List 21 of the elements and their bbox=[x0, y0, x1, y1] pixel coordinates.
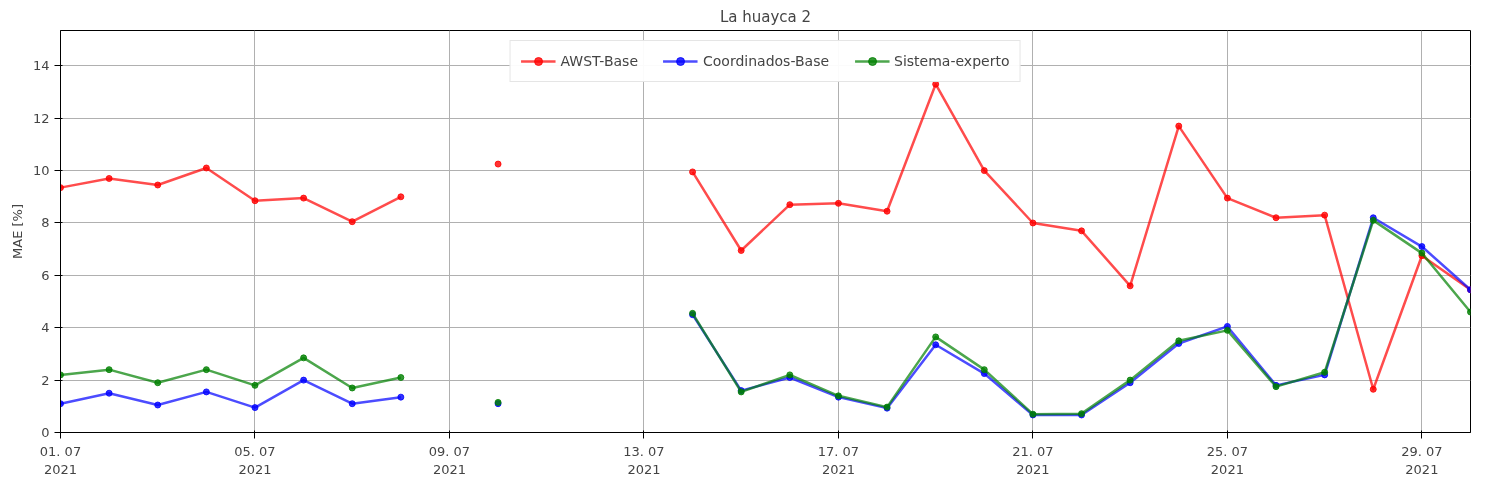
x-tick-label: 17. 07 2021 bbox=[817, 443, 860, 477]
y-axis-title: MAE [%] bbox=[9, 204, 25, 259]
legend-label: AWST-Base bbox=[560, 53, 638, 69]
x-tick-label: 13. 07 2021 bbox=[623, 443, 665, 477]
x-tick-label: 01. 07 2021 bbox=[39, 443, 82, 477]
legend-label: Sistema-experto bbox=[894, 53, 1010, 69]
x-tick-label: 29. 07 2021 bbox=[1401, 443, 1443, 477]
y-tick-label: 10 bbox=[32, 163, 50, 179]
y-tick-label: 12 bbox=[32, 110, 50, 126]
x-tick-label: 25. 07 2021 bbox=[1206, 443, 1249, 477]
legend-label: Coordinados-Base bbox=[703, 53, 830, 69]
chart-title: La huayca 2 bbox=[719, 7, 812, 26]
x-tick-label: 21. 07 2021 bbox=[1012, 443, 1054, 477]
y-tick-label: 0 bbox=[41, 425, 50, 440]
y-tick-label: 14 bbox=[32, 58, 50, 74]
x-tick-label: 09. 07 2021 bbox=[428, 443, 471, 477]
y-tick-label: 8 bbox=[41, 215, 50, 231]
y-tick-label: 4 bbox=[41, 320, 50, 336]
y-tick-label: 6 bbox=[41, 267, 50, 283]
x-tick-label: 05. 07 2021 bbox=[234, 443, 276, 477]
y-tick-label: 2 bbox=[41, 372, 50, 388]
